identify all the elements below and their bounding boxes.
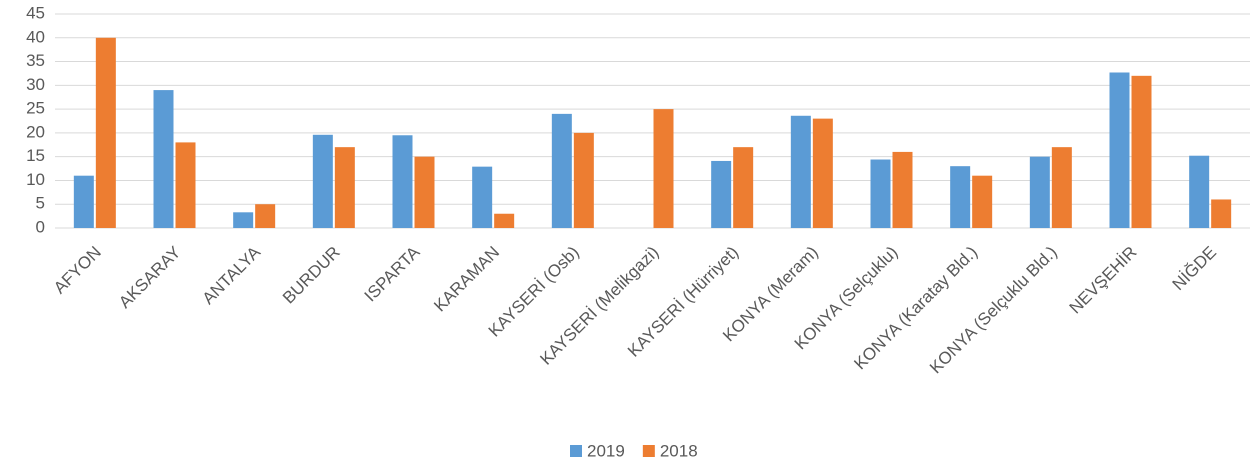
bar xyxy=(573,132,594,228)
bar xyxy=(255,204,276,228)
y-tick-label: 20 xyxy=(26,122,45,141)
y-tick-label: 15 xyxy=(26,146,45,165)
legend-label: 2018 xyxy=(660,441,698,460)
y-tick-label: 30 xyxy=(26,75,45,94)
bar xyxy=(334,147,355,228)
bar xyxy=(73,175,94,228)
bar xyxy=(551,113,572,228)
bar xyxy=(950,166,971,228)
x-tick-label: NİĞDE xyxy=(1169,243,1221,295)
bar xyxy=(472,166,493,228)
bar xyxy=(733,147,754,228)
legend-swatch xyxy=(570,445,582,457)
bar xyxy=(1131,75,1152,228)
bar xyxy=(392,135,413,228)
bar xyxy=(790,115,811,228)
legend-label: 2019 xyxy=(587,441,625,460)
bar xyxy=(312,134,333,228)
bar xyxy=(414,156,435,228)
legend-swatch xyxy=(642,445,655,457)
y-tick-label: 35 xyxy=(26,51,45,70)
x-tick-label: KARAMAN xyxy=(430,243,503,316)
x-tick-label: AKSARAY xyxy=(115,243,184,312)
bar xyxy=(812,118,833,228)
bar xyxy=(1211,199,1232,228)
x-tick-label: NEVŞEHİR xyxy=(1066,243,1141,318)
bar xyxy=(892,151,913,228)
bar xyxy=(1029,156,1050,228)
bar xyxy=(653,109,674,228)
bar xyxy=(233,212,254,228)
y-tick-label: 25 xyxy=(26,99,45,118)
bar xyxy=(1189,155,1210,228)
bar xyxy=(494,213,515,228)
bar xyxy=(175,142,196,228)
x-tick-label: ISPARTA xyxy=(361,242,424,305)
bar xyxy=(1051,147,1072,228)
bar xyxy=(870,159,891,228)
y-tick-label: 45 xyxy=(26,3,45,22)
x-tick-label: AFYON xyxy=(50,243,105,298)
y-tick-label: 5 xyxy=(36,194,45,213)
bar xyxy=(95,37,116,229)
bar xyxy=(1109,72,1130,228)
x-tick-label: ANTALYA xyxy=(199,242,265,308)
y-tick-label: 40 xyxy=(26,27,45,46)
y-tick-label: 10 xyxy=(26,170,45,189)
bar xyxy=(153,90,174,228)
bar xyxy=(711,160,732,228)
bar xyxy=(972,175,993,228)
x-tick-label: BURDUR xyxy=(279,243,344,308)
y-tick-label: 0 xyxy=(36,217,45,236)
